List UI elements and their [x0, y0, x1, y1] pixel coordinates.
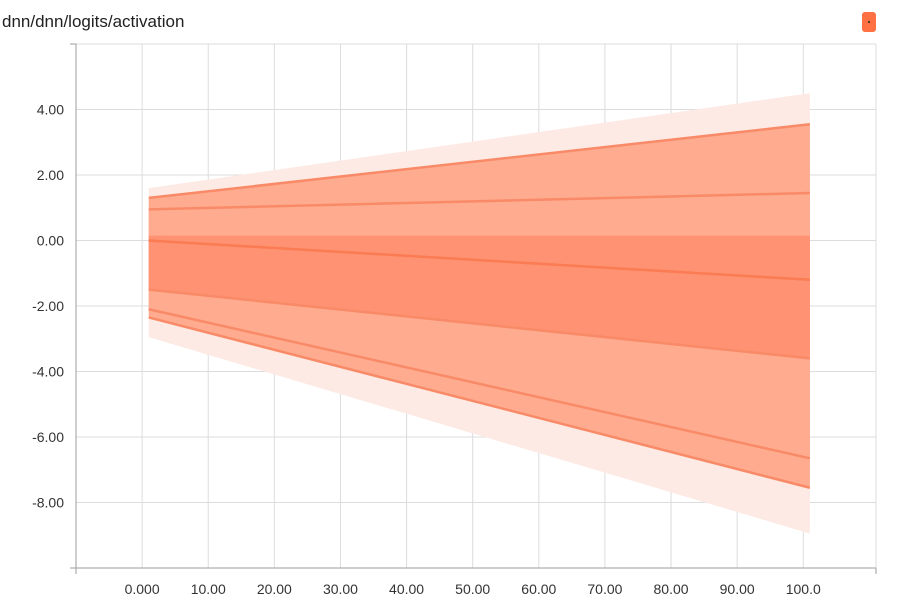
y-tick: 4.00 [37, 102, 64, 118]
y-tick-label: -2.00 [32, 298, 64, 314]
y-tick: -6.00 [32, 429, 64, 445]
percentile-line [148, 191, 810, 211]
x-axis-ticks: 0.000 10.00 20.00 30.00 40.00 50.00 60.00 70.00… [125, 581, 821, 597]
x-tick: 0.000 [125, 581, 160, 597]
x-tick: 40.00 [389, 581, 424, 597]
y-tick-label: 0.00 [37, 233, 64, 249]
legend-dot-icon [868, 21, 870, 23]
x-tick-label: 40.00 [389, 581, 424, 597]
percentile-line [148, 122, 811, 200]
x-tick-label: 30.00 [323, 581, 358, 597]
percentile-line [148, 288, 811, 360]
median-line [148, 239, 810, 282]
y-tick: -8.00 [32, 495, 64, 511]
distribution-bands [148, 93, 810, 534]
x-tick: 70.00 [587, 581, 622, 597]
x-tick-label: 70.00 [587, 581, 622, 597]
legend-color-swatch[interactable] [862, 12, 876, 32]
x-tick-label: 90.00 [720, 581, 755, 597]
y-tick: -4.00 [32, 364, 64, 380]
axes [70, 43, 877, 574]
x-tick: 30.00 [323, 581, 358, 597]
x-tick-label: 10.00 [191, 581, 226, 597]
percentile-line [148, 316, 811, 489]
band-inner [148, 235, 810, 359]
x-tick: 100.0 [786, 581, 821, 597]
percentile-lines [148, 122, 811, 489]
y-tick-label: -6.00 [32, 429, 64, 445]
y-tick: -2.00 [32, 298, 64, 314]
x-tick-label: 60.00 [521, 581, 556, 597]
y-tick-label: -8.00 [32, 495, 64, 511]
y-tick-label: 4.00 [37, 102, 64, 118]
y-tick: 0.00 [37, 233, 64, 249]
y-axis-ticks: 4.00 2.00 0.00 -2.00 -4.00 -6.00 -8.00 [32, 102, 64, 511]
x-tick-label: 0.000 [125, 581, 160, 597]
chart-title: dnn/dnn/logits/activation [2, 12, 185, 31]
percentile-line [148, 308, 811, 460]
x-tick: 80.00 [654, 581, 689, 597]
x-tick: 10.00 [191, 581, 226, 597]
x-tick: 20.00 [257, 581, 292, 597]
x-tick-label: 100.0 [786, 581, 821, 597]
x-tick-label: 50.00 [455, 581, 490, 597]
x-tick-label: 80.00 [654, 581, 689, 597]
x-tick-label: 20.00 [257, 581, 292, 597]
y-tick: 2.00 [37, 167, 64, 183]
x-tick: 90.00 [720, 581, 755, 597]
x-tick: 60.00 [521, 581, 556, 597]
y-tick-label: 2.00 [37, 167, 64, 183]
y-tick-label: -4.00 [32, 364, 64, 380]
x-tick: 50.00 [455, 581, 490, 597]
